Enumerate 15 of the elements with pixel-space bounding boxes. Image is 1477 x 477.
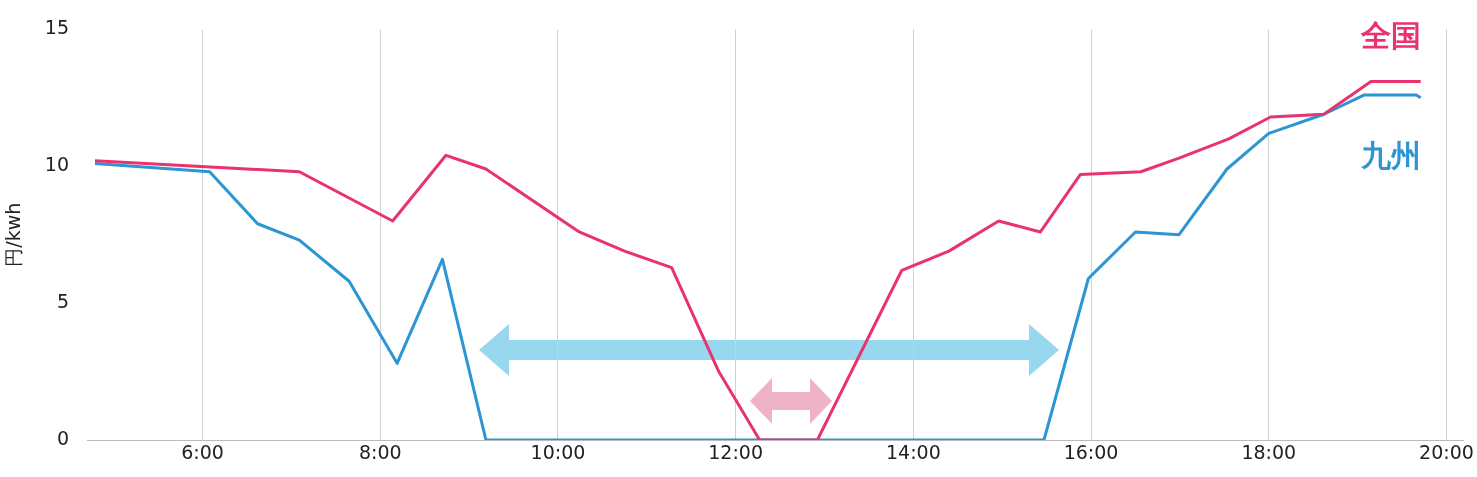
x-tick-label: 18:00 <box>1241 441 1297 464</box>
y-tick-label: 0 <box>56 426 69 449</box>
x-tick-label: 20:00 <box>1419 441 1474 464</box>
x-tick-label: 8:00 <box>358 441 402 464</box>
x-tick-label: 10:00 <box>530 441 586 464</box>
y-tick-label: 5 <box>56 290 69 313</box>
y-axis-title: 円/kwh <box>2 202 25 267</box>
x-tick-label: 14:00 <box>885 441 941 464</box>
series-label: 九州 <box>1359 137 1421 173</box>
y-tick-label: 10 <box>44 153 69 176</box>
x-tick-label: 12:00 <box>708 441 764 464</box>
x-tick-label: 6:00 <box>181 441 224 464</box>
series-label: 全国 <box>1359 18 1421 54</box>
y-tick-label: 15 <box>44 16 69 39</box>
x-tick-label: 16:00 <box>1063 441 1119 464</box>
